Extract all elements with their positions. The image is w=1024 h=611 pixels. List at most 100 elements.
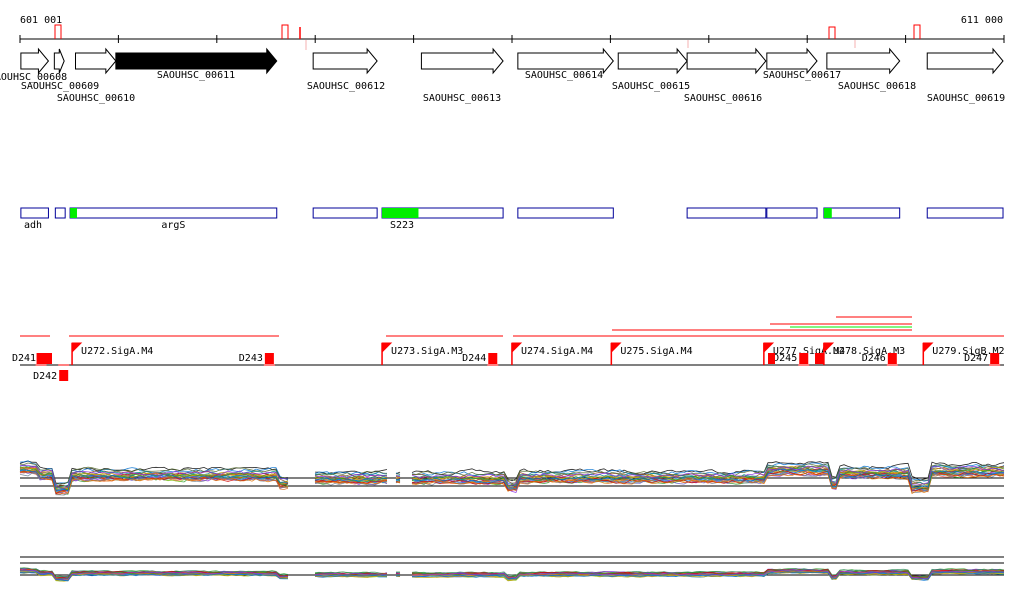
feature-box	[69, 207, 278, 219]
gene-arrow	[115, 47, 278, 75]
gene-arrow	[312, 47, 378, 75]
expression-line	[411, 468, 1005, 490]
expression-line	[19, 567, 289, 578]
promoter-label: U272.SigA.M4	[81, 346, 153, 357]
gene-label: SAOUHSC_00617	[763, 70, 841, 81]
expression-line	[19, 462, 289, 485]
terminator-block	[36, 353, 46, 364]
promoter-flag	[511, 342, 523, 365]
promoter-flag	[381, 342, 393, 365]
terminator-label: D244	[462, 353, 486, 364]
feature-highlight	[823, 208, 832, 218]
expression-profile-track-1	[19, 460, 1005, 499]
feature-box	[823, 207, 901, 219]
ruler-mapping-marks	[54, 24, 921, 50]
expression-line	[314, 477, 388, 483]
feature-box	[766, 207, 818, 219]
expression-line	[314, 572, 388, 576]
expression-profile-track-2	[19, 556, 1005, 582]
ruler-ticks	[19, 35, 1005, 43]
feature-box	[926, 207, 1004, 219]
expression-line	[411, 569, 1005, 579]
terminator-label: D247	[964, 353, 988, 364]
gene-label: SAOUHSC_00615	[612, 81, 690, 92]
terminator-block	[488, 353, 498, 364]
expression-line	[19, 571, 289, 582]
expression-line	[395, 575, 401, 577]
gene-label: SAOUHSC_00611	[157, 70, 235, 81]
terminator-block	[59, 370, 69, 381]
gene-label: SAOUHSC_00608	[0, 72, 67, 83]
terminator-block	[887, 353, 897, 364]
terminator-label: D241	[12, 353, 36, 364]
expression-line	[395, 573, 401, 576]
expression-line	[411, 461, 1005, 482]
gene-arrow	[766, 47, 818, 75]
expression-line	[411, 471, 1005, 495]
ruler-mark	[281, 24, 289, 39]
feature-box	[312, 207, 378, 219]
promoter-label: U278.SigA.M3	[833, 346, 905, 357]
start-coordinate-label: 601 001	[20, 15, 62, 26]
promoter-label: U274.SigA.M4	[521, 346, 593, 357]
expression-line	[411, 462, 1005, 484]
gene-arrow	[53, 48, 65, 74]
expression-line	[314, 470, 388, 476]
terminator-block	[43, 353, 52, 364]
coordinate-ruler: 601 001 611 000	[19, 15, 1005, 50]
expression-line	[19, 470, 289, 494]
ruler-mark	[54, 24, 62, 39]
expression-line	[314, 574, 388, 577]
expression-line	[314, 480, 388, 485]
end-coordinate-label: 611 000	[961, 15, 1003, 26]
gene-arrow	[75, 47, 117, 75]
feature-highlight	[70, 208, 77, 218]
expression-line	[411, 469, 1005, 492]
terminator-label: D246	[862, 353, 886, 364]
terminator-block	[264, 353, 274, 364]
expression-line	[19, 472, 289, 496]
feature-label: S223	[390, 220, 414, 231]
ruler-mark	[913, 24, 921, 39]
terminator-block	[799, 353, 809, 364]
gene-label: SAOUHSC_00618	[838, 81, 916, 92]
expression-line	[19, 468, 289, 491]
terminator-label: D243	[239, 353, 263, 364]
terminator-block	[815, 353, 824, 364]
promoter-label: U273.SigA.M3	[391, 346, 463, 357]
gene-label: SAOUHSC_00609	[21, 81, 99, 92]
terminator-label: D245	[773, 353, 797, 364]
gene-arrow	[926, 47, 1004, 75]
gene-arrow	[517, 47, 614, 75]
gene-label: SAOUHSC_00613	[423, 93, 501, 104]
gene-label: SAOUHSC_00619	[927, 93, 1005, 104]
promoter-flag	[610, 342, 622, 365]
promoter-label: U279.SigB.M2	[932, 346, 1004, 357]
regulation-track: U272.SigA.M4 U273.SigA.M3 U274.SigA.M4 U275…	[12, 316, 1005, 382]
expression-line	[19, 464, 289, 489]
feature-box	[20, 207, 49, 219]
promoter-flag	[71, 342, 83, 365]
gene-arrow	[20, 47, 50, 75]
promoter-flag	[922, 342, 934, 365]
expression-line	[395, 475, 401, 479]
gene-arrow	[617, 47, 688, 75]
promoter-label: U275.SigA.M4	[620, 346, 692, 357]
terminator-label: D242	[33, 371, 57, 382]
feature-label: argS	[161, 220, 185, 231]
feature-label: adh	[24, 220, 42, 231]
gene-label: SAOUHSC_00610	[57, 93, 135, 104]
expression-line	[411, 465, 1005, 486]
expression-line	[19, 469, 289, 492]
gene-arrow	[826, 47, 901, 75]
terminator-block	[768, 353, 775, 364]
gene-label: SAOUHSC_00614	[525, 70, 603, 81]
expression-line	[411, 568, 1005, 577]
expression-line	[314, 476, 388, 483]
ruler-mark	[828, 26, 836, 39]
expression-line	[395, 475, 401, 478]
gene-arrow	[686, 47, 767, 75]
expression-line	[314, 473, 388, 479]
